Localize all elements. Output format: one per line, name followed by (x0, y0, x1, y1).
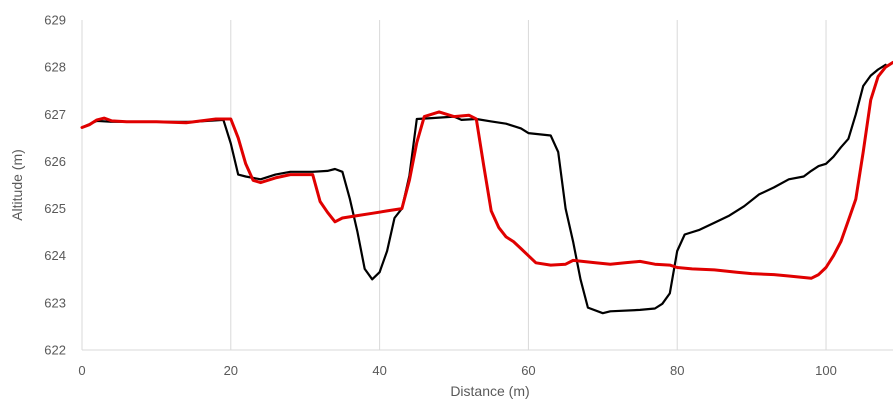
x-tick-label: 100 (815, 363, 837, 378)
series-line-2 (80, 60, 893, 280)
y-tick-label: 626 (44, 154, 66, 169)
series-group (80, 60, 893, 315)
x-tick-label: 40 (372, 363, 386, 378)
y-tick-label: 623 (44, 295, 66, 310)
y-tick-labels: 622 623 624 625 626 627 628 629 (44, 13, 66, 358)
y-tick-label: 622 (44, 343, 66, 358)
y-tick-label: 625 (44, 201, 66, 216)
y-tick-label: 627 (44, 107, 66, 122)
x-tick-labels: 0 20 40 60 80 100 (78, 363, 837, 378)
series-line-1 (80, 63, 887, 315)
x-tick-label: 80 (670, 363, 684, 378)
y-tick-label: 629 (44, 13, 66, 28)
y-tick-label: 628 (44, 60, 66, 75)
x-tick-label: 20 (224, 363, 238, 378)
x-tick-label: 60 (521, 363, 535, 378)
gridlines (230, 20, 827, 350)
y-tick-label: 624 (44, 248, 66, 263)
x-tick-label: 0 (78, 363, 85, 378)
axes (81, 20, 893, 351)
y-axis-label: Altitude (m) (9, 149, 25, 221)
x-axis-label: Distance (m) (450, 383, 529, 399)
